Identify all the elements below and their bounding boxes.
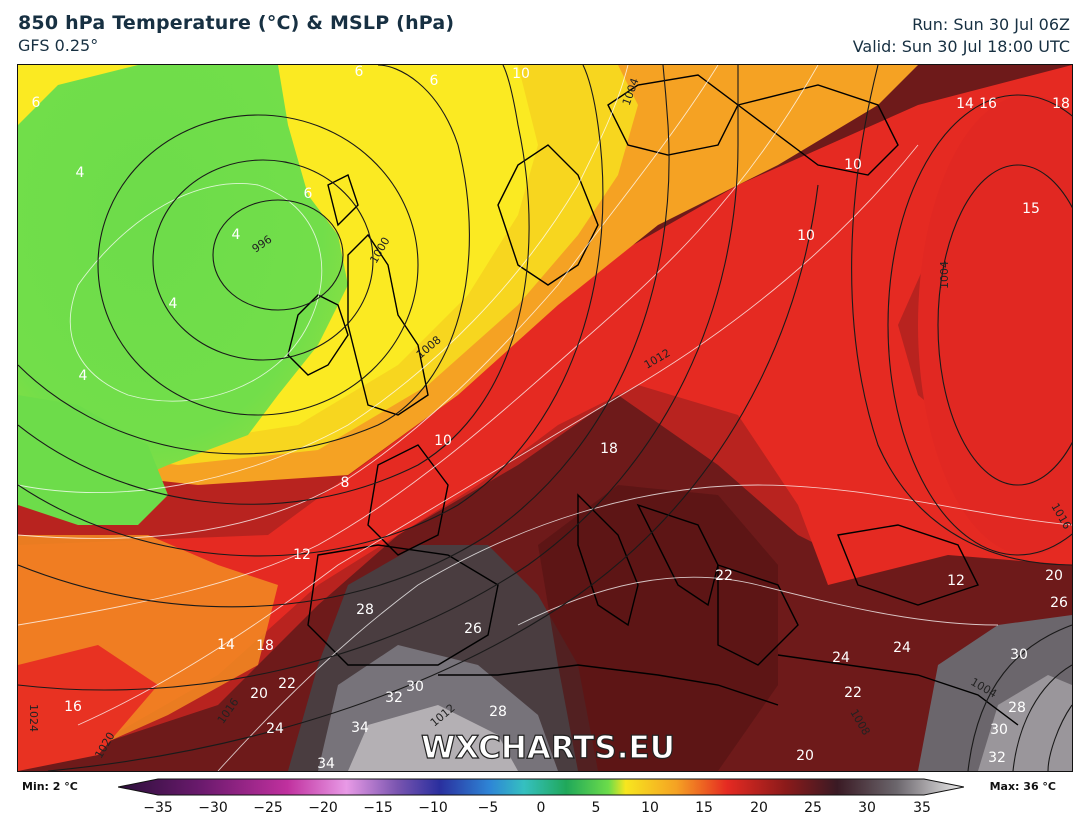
temp-label: 16 xyxy=(64,699,82,715)
colorbar-tick: −20 xyxy=(308,800,338,816)
temp-label: 20 xyxy=(796,748,814,764)
map-svg: 6 4 4 4 4 6 10 10 8 12 14 18 16 20 22 24… xyxy=(18,65,1072,771)
sw-red xyxy=(18,645,158,771)
colorbar xyxy=(118,778,964,796)
temp-label: 30 xyxy=(1010,647,1028,663)
temp-label: 26 xyxy=(1050,595,1068,611)
temp-label: 10 xyxy=(434,433,452,449)
east-red-blob xyxy=(918,95,1072,555)
temp-label: 10 xyxy=(797,228,815,244)
watermark: WXCHARTS.EU xyxy=(421,730,675,766)
temp-label: 4 xyxy=(169,296,178,312)
temp-label: 24 xyxy=(832,650,850,666)
sahara-light xyxy=(348,705,518,771)
valid-time: Valid: Sun 30 Jul 18:00 UTC xyxy=(852,37,1070,56)
med-hot-core xyxy=(538,485,778,771)
temp-label: 24 xyxy=(893,640,911,656)
colorbar-tick: 10 xyxy=(641,800,659,816)
coastlines xyxy=(287,74,1019,726)
temp-label: 18 xyxy=(1052,96,1070,112)
chart-title: 850 hPa Temperature (°C) & MSLP (hPa) xyxy=(18,12,455,34)
temp-label: 20 xyxy=(1045,568,1063,584)
colorbar-tick: 30 xyxy=(858,800,876,816)
temp-label: 22 xyxy=(278,676,296,692)
temp-label: 8 xyxy=(341,475,350,491)
temp-label: 6 xyxy=(304,186,313,202)
colorbar-tick: −35 xyxy=(143,800,173,816)
temp-label: 4 xyxy=(79,368,88,384)
temp-label: 16 xyxy=(979,96,997,112)
cold-core-green xyxy=(18,65,348,495)
temp-label: 6 xyxy=(32,95,41,111)
temp-label: 34 xyxy=(351,720,369,736)
temp-label: 32 xyxy=(385,690,403,706)
run-info: Run: Sun 30 Jul 06Z Valid: Sun 30 Jul 18… xyxy=(853,14,1070,58)
temp-label: 4 xyxy=(232,227,241,243)
colorbar-max: Max: 36 °C xyxy=(989,780,1056,793)
temp-label: 32 xyxy=(988,750,1006,766)
temp-label: 28 xyxy=(1008,700,1026,716)
temp-label: 34 xyxy=(317,756,335,771)
temp-label: 15 xyxy=(1022,201,1040,217)
isobars xyxy=(18,65,1072,771)
colorbar-tick: 0 xyxy=(536,800,546,816)
temp-label: 22 xyxy=(844,685,862,701)
temp-label: 26 xyxy=(464,621,482,637)
temp-label: 14 xyxy=(217,637,235,653)
colorbar-tick: −10 xyxy=(418,800,448,816)
temp-label: 6 xyxy=(430,73,439,89)
colorbar-tick: −5 xyxy=(477,800,499,816)
temp-label: 20 xyxy=(250,686,268,702)
temp-label: 28 xyxy=(356,602,374,618)
model-label: GFS 0.25° xyxy=(18,36,99,55)
colorbar-tick: 25 xyxy=(804,800,822,816)
temp-label: 10 xyxy=(512,66,530,82)
temp-label: 24 xyxy=(266,721,284,737)
colorbar-tick: 15 xyxy=(695,800,713,816)
cold-tongue-green xyxy=(18,395,168,525)
temp-label: 28 xyxy=(489,704,507,720)
colorbar-tick: 5 xyxy=(591,800,601,816)
colorbar-tick: 35 xyxy=(913,800,931,816)
colorbar-tick: 20 xyxy=(750,800,768,816)
temp-label: 6 xyxy=(355,65,364,80)
temp-label: 4 xyxy=(76,165,85,181)
temp-label: 30 xyxy=(406,679,424,695)
colorbar-tick: −15 xyxy=(363,800,393,816)
temperature-labels: 6 4 4 4 4 6 10 10 8 12 14 18 16 20 22 24… xyxy=(32,65,1070,771)
isobar-label: 1024 xyxy=(27,704,40,732)
temp-label: 30 xyxy=(990,722,1008,738)
isobar-label: 1004 xyxy=(938,261,951,289)
temp-label: 10 xyxy=(844,157,862,173)
weather-map[interactable]: 6 4 4 4 4 6 10 10 8 12 14 18 16 20 22 24… xyxy=(17,64,1073,772)
temp-label: 12 xyxy=(293,547,311,563)
colorbar-tick: −30 xyxy=(198,800,228,816)
temp-label: 18 xyxy=(600,441,618,457)
colorbar-min: Min: 2 °C xyxy=(22,780,78,793)
colorbar-tick: −25 xyxy=(253,800,283,816)
temp-label: 12 xyxy=(947,573,965,589)
run-time: Run: Sun 30 Jul 06Z xyxy=(912,15,1070,34)
temp-label: 22 xyxy=(715,568,733,584)
chart-header: 850 hPa Temperature (°C) & MSLP (hPa) GF… xyxy=(18,12,454,55)
temp-label: 14 xyxy=(956,96,974,112)
temp-label: 18 xyxy=(256,638,274,654)
